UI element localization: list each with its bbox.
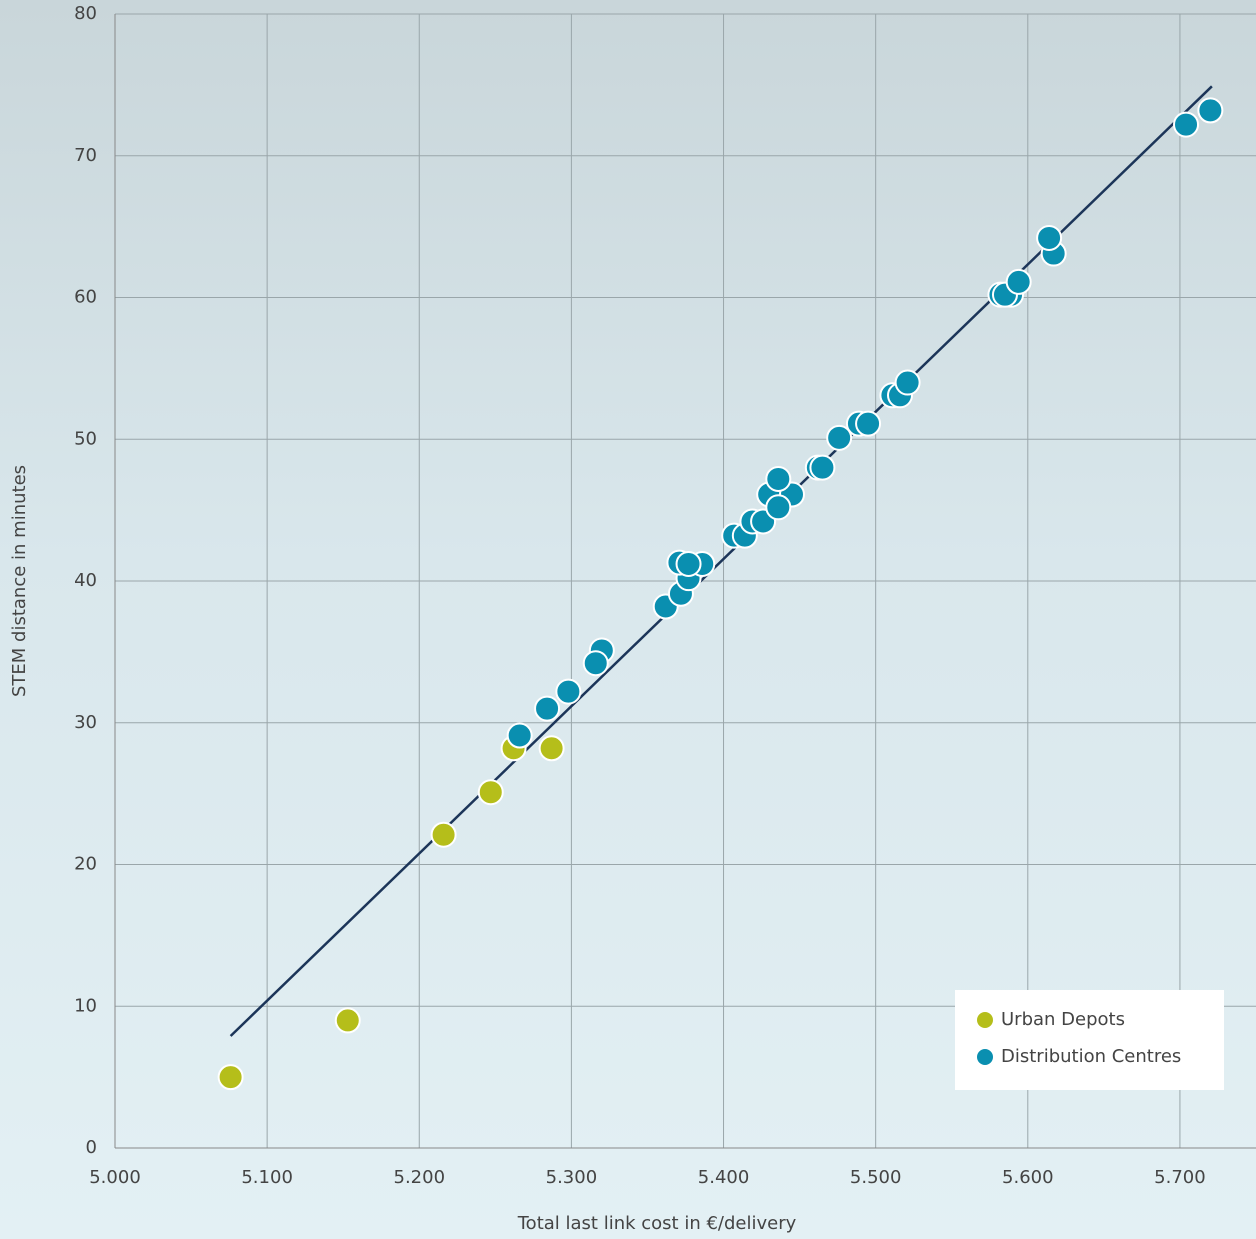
legend-label: Distribution Centres bbox=[1001, 1046, 1181, 1067]
point bbox=[556, 680, 580, 704]
point bbox=[540, 736, 564, 760]
point bbox=[1007, 270, 1031, 294]
y-tick-label: 10 bbox=[74, 995, 97, 1016]
point bbox=[1174, 113, 1198, 137]
point bbox=[677, 552, 701, 576]
x-tick-label: 5.300 bbox=[546, 1167, 598, 1188]
y-tick-label: 70 bbox=[74, 145, 97, 166]
point bbox=[535, 697, 559, 721]
legend-label: Urban Depots bbox=[1001, 1009, 1125, 1030]
point bbox=[1037, 226, 1061, 250]
x-tick-label: 5.400 bbox=[698, 1167, 750, 1188]
y-tick-label: 0 bbox=[86, 1137, 97, 1158]
point bbox=[766, 467, 790, 491]
point bbox=[219, 1065, 243, 1089]
y-axis-label: STEM distance in minutes bbox=[9, 465, 30, 697]
y-tick-label: 20 bbox=[74, 854, 97, 875]
x-tick-label: 5.100 bbox=[241, 1167, 293, 1188]
x-tick-label: 5.700 bbox=[1154, 1167, 1206, 1188]
point bbox=[508, 724, 532, 748]
y-tick-label: 50 bbox=[74, 428, 97, 449]
legend-marker bbox=[977, 1049, 993, 1065]
point bbox=[1198, 98, 1222, 122]
point bbox=[856, 412, 880, 436]
chart: STEM distance in minutes Total last link… bbox=[0, 0, 1256, 1239]
x-axis-label: Total last link cost in €/delivery bbox=[517, 1213, 797, 1234]
y-tick-label: 30 bbox=[74, 712, 97, 733]
legend: Urban Depots Distribution Centres bbox=[955, 990, 1224, 1090]
point bbox=[810, 456, 834, 480]
x-tick-label: 5.200 bbox=[394, 1167, 446, 1188]
x-tick-label: 5.600 bbox=[1002, 1167, 1054, 1188]
x-tick-label: 5.000 bbox=[89, 1167, 141, 1188]
y-tick-label: 60 bbox=[74, 287, 97, 308]
legend-marker bbox=[977, 1012, 993, 1028]
point bbox=[479, 780, 503, 804]
y-tick-label: 80 bbox=[74, 3, 97, 24]
x-tick-label: 5.500 bbox=[850, 1167, 902, 1188]
point bbox=[766, 495, 790, 519]
point bbox=[896, 371, 920, 395]
point bbox=[432, 823, 456, 847]
y-tick-label: 40 bbox=[74, 570, 97, 591]
point bbox=[584, 651, 608, 675]
legend-box bbox=[955, 990, 1224, 1090]
point bbox=[336, 1008, 360, 1032]
